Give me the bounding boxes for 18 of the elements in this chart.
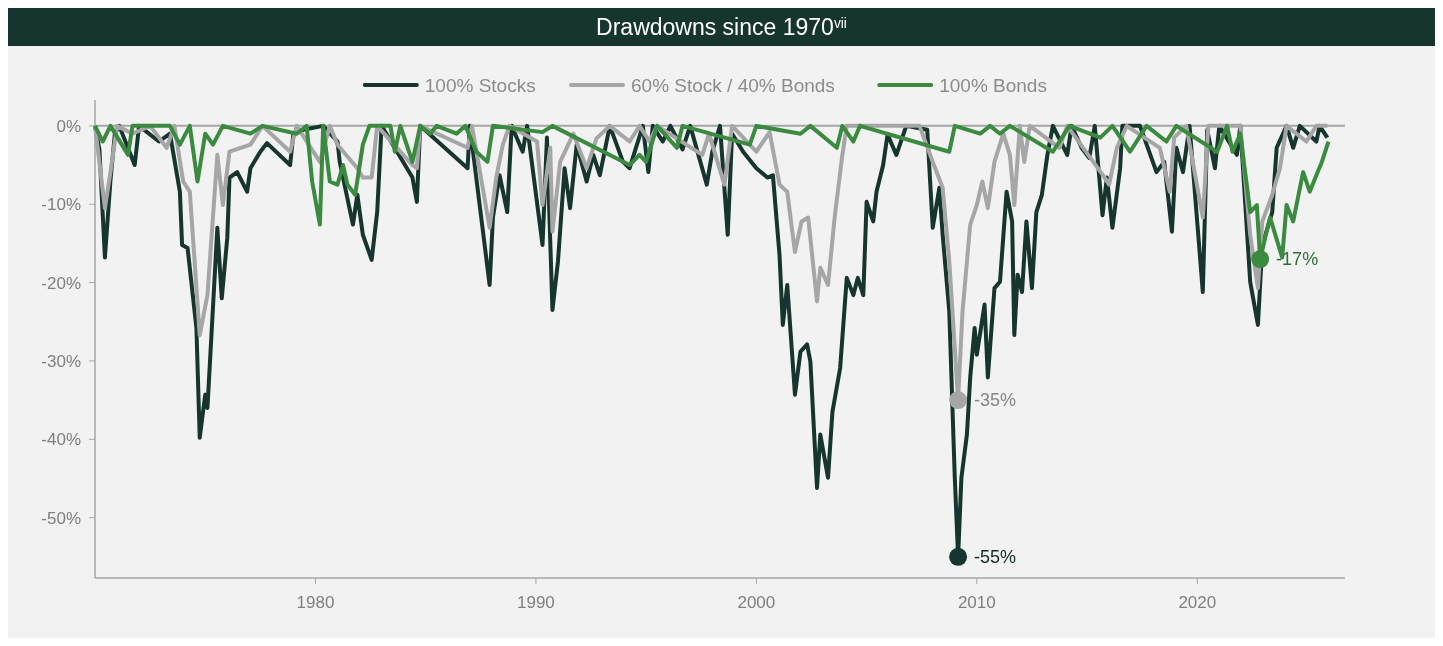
x-tick-label: 1980 [296,593,335,612]
legend-label: 60% Stock / 40% Bonds [631,74,835,96]
y-tick-label: -50% [41,508,81,528]
x-tick-label: 2020 [1178,593,1217,612]
legend-label: 100% Bonds [939,74,1047,96]
data-label: -17% [1276,249,1319,270]
x-tick-label: 1990 [517,593,555,612]
y-tick-label: -10% [41,195,81,215]
chart-title: Drawdowns since 1970$^{vii}$ [596,14,847,40]
data-label: -35% [974,390,1017,411]
x-tick-label: 2000 [737,593,776,612]
y-tick-label: -30% [41,351,81,371]
y-tick-label: -20% [41,273,81,293]
data-label: -55% [974,546,1017,567]
legend-label: 100% Stocks [424,74,536,96]
y-tick-label: -40% [41,430,81,450]
x-tick-label: 2010 [957,593,996,612]
y-tick-label: 0% [56,116,81,136]
